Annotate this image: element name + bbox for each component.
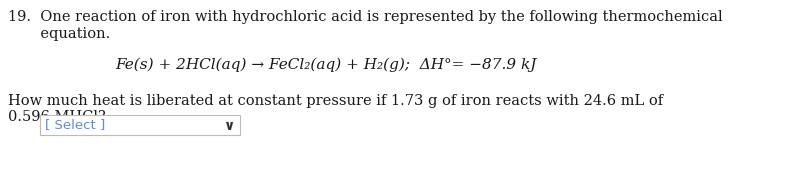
Text: 0.596 MHCl?: 0.596 MHCl? xyxy=(8,110,106,124)
Text: ∨: ∨ xyxy=(224,119,235,133)
Text: equation.: equation. xyxy=(8,27,110,41)
Text: Fe(s) + 2HCl(aq) → FeCl₂(aq) + H₂(g);  ΔH°= −87.9 kJ: Fe(s) + 2HCl(aq) → FeCl₂(aq) + H₂(g); ΔH… xyxy=(115,58,536,72)
FancyBboxPatch shape xyxy=(40,115,240,135)
Text: 19.  One reaction of iron with hydrochloric acid is represented by the following: 19. One reaction of iron with hydrochlor… xyxy=(8,10,722,24)
Text: [ Select ]: [ Select ] xyxy=(45,119,105,131)
Text: How much heat is liberated at constant pressure if 1.73 g of iron reacts with 24: How much heat is liberated at constant p… xyxy=(8,94,662,108)
